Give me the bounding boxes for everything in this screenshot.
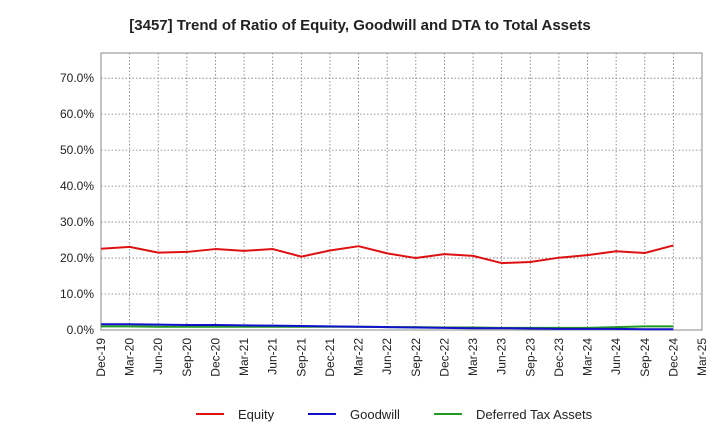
legend: Equity Goodwill Deferred Tax Assets (196, 407, 593, 422)
x-tick-label: Mar-20 (123, 338, 137, 376)
x-tick-label: Jun-20 (151, 338, 165, 375)
y-tick-label: 0.0% (67, 323, 95, 337)
x-tick-label: Dec-19 (94, 338, 108, 377)
series-layer (100, 244, 674, 331)
x-tick-label: Jun-24 (609, 338, 623, 375)
x-tick-label: Mar-22 (352, 338, 366, 376)
x-tick-label: Sep-24 (638, 338, 652, 377)
y-tick-label: 40.0% (60, 179, 94, 193)
x-tick-label: Mar-23 (466, 338, 480, 376)
x-tick-label: Dec-24 (666, 338, 680, 377)
y-tick-label: 70.0% (60, 71, 94, 85)
x-tick-label: Dec-20 (208, 338, 222, 377)
x-tick-label: Sep-22 (409, 338, 423, 377)
x-tick-label: Dec-23 (552, 338, 566, 377)
grid (100, 53, 703, 331)
y-tick-label: 20.0% (60, 251, 94, 265)
y-tick-label: 10.0% (60, 287, 94, 301)
legend-label-equity: Equity (238, 407, 275, 422)
x-tick-label: Jun-21 (266, 338, 280, 375)
legend-label-deferred-tax-assets: Deferred Tax Assets (476, 407, 593, 422)
x-tick-label: Dec-22 (437, 338, 451, 377)
legend-label-goodwill: Goodwill (350, 407, 400, 422)
x-tick-label: Mar-24 (581, 338, 595, 376)
y-tick-label: 50.0% (60, 143, 94, 157)
chart-title: [3457] Trend of Ratio of Equity, Goodwil… (129, 17, 590, 34)
plot-frame (100, 52, 703, 331)
axes: Dec-19 Mar-20 Jun-20 Sep-20 Dec-20 Mar-21 Jun-… (60, 52, 709, 377)
x-tick-label: Mar-21 (237, 338, 251, 376)
y-tick-label: 30.0% (60, 215, 94, 229)
y-tick-label: 60.0% (60, 107, 94, 121)
series-line-equity (100, 244, 674, 265)
x-tick-label: Jun-23 (495, 338, 509, 375)
x-tick-label: Mar-25 (695, 338, 709, 376)
x-tick-label: Sep-20 (180, 338, 194, 377)
series-line-goodwill (101, 323, 674, 331)
x-tick-label: Jun-22 (380, 338, 394, 375)
x-tick-label: Dec-21 (323, 338, 337, 377)
x-tick-label: Sep-23 (523, 338, 537, 377)
x-tick-label: Sep-21 (294, 338, 308, 377)
